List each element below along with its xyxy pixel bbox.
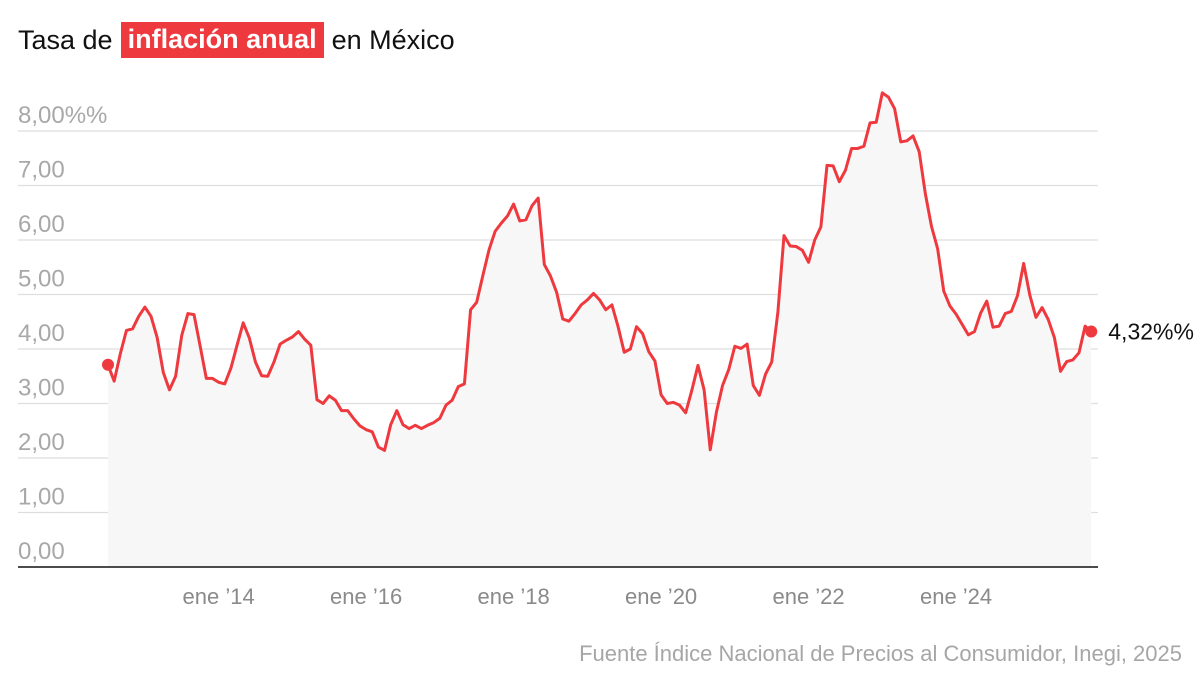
end-point-label: 4,32%% <box>1108 319 1194 345</box>
source-note: Fuente Índice Nacional de Precios al Con… <box>579 641 1182 666</box>
y-tick-label: 5,00 <box>18 266 65 293</box>
y-tick-label: 8,00%% <box>18 102 107 129</box>
title-suffix: en México <box>331 24 455 55</box>
start-point-marker <box>102 358 114 371</box>
x-tick-label: ene ’14 <box>183 584 255 609</box>
x-tick-label: ene ’20 <box>625 584 697 609</box>
title-highlight: inflación anual <box>120 22 324 58</box>
y-tick-label: 3,00 <box>18 375 65 402</box>
chart-title: Tasa de inflación anual en México <box>18 20 455 60</box>
x-tick-label: ene ’18 <box>478 584 550 609</box>
y-axis-labels: 0,00 1,00 2,00 3,00 4,00 5,00 6,00 7,00 8,00%% <box>18 102 107 565</box>
end-point-marker <box>1085 325 1098 338</box>
y-tick-label: 1,00 <box>18 484 65 511</box>
y-tick-label: 7,00 <box>18 157 65 184</box>
y-tick-label: 2,00 <box>18 429 65 456</box>
y-tick-label: 6,00 <box>18 211 65 238</box>
y-tick-label: 0,00 <box>18 538 65 565</box>
x-tick-label: ene ’22 <box>772 584 844 609</box>
inflation-series-line <box>106 91 1093 452</box>
inflation-area <box>108 92 1092 567</box>
x-axis-labels: ene ’14 ene ’16 ene ’18 ene ’20 ene ’22 ene ’… <box>183 584 993 609</box>
x-tick-label: ene ’16 <box>330 584 402 609</box>
y-tick-label: 4,00 <box>18 320 65 347</box>
x-tick-label: ene ’24 <box>920 584 992 609</box>
title-prefix: Tasa de <box>18 24 113 55</box>
